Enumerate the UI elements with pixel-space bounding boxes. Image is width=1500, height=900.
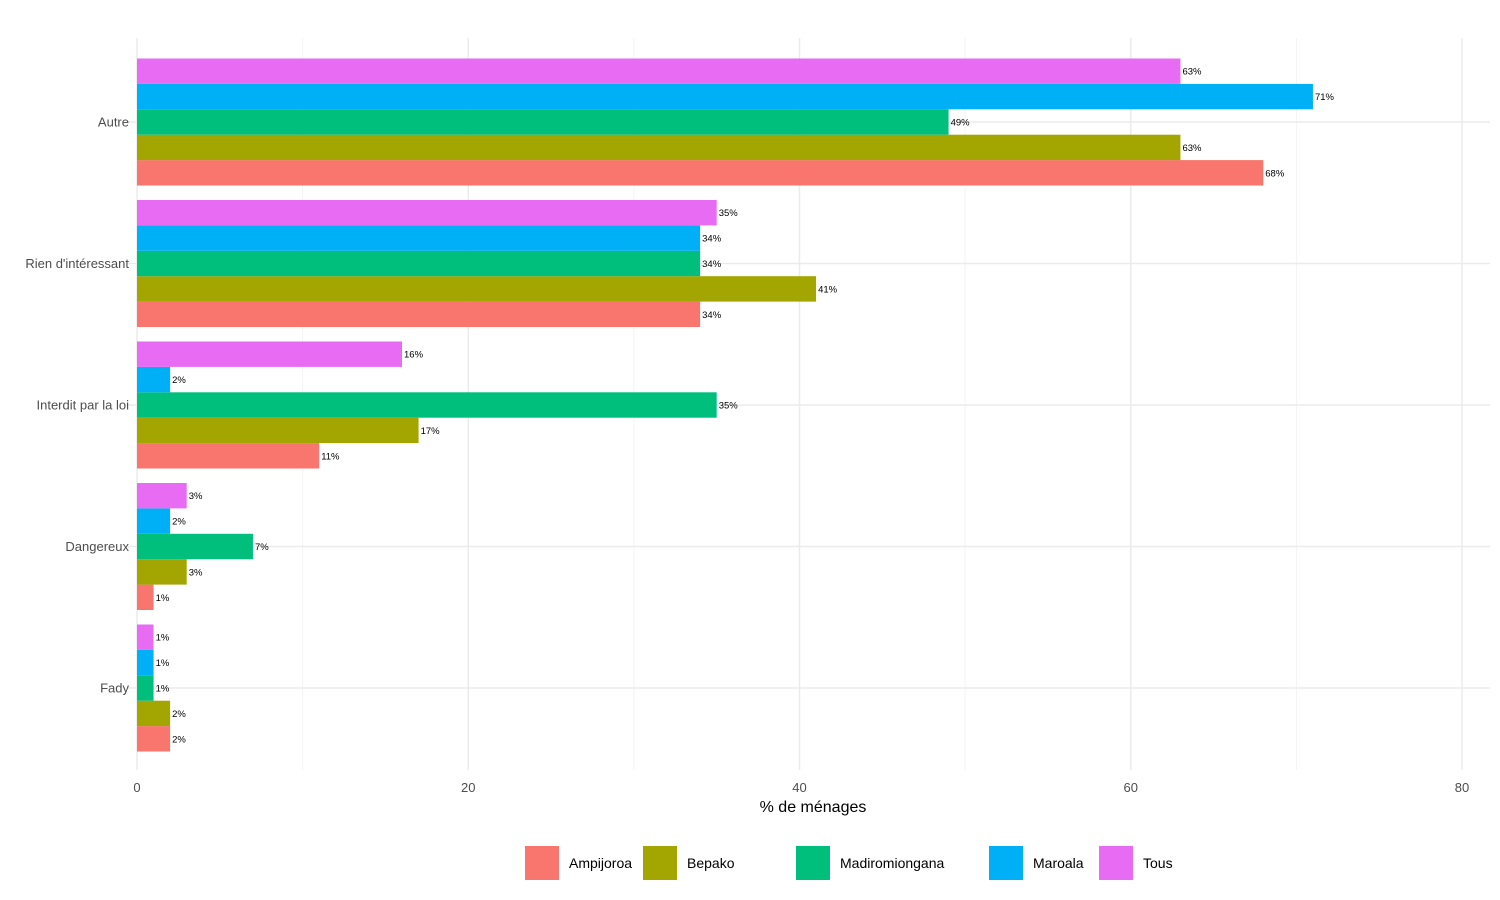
data-label: 11% <box>321 451 340 462</box>
data-label: 17% <box>421 426 441 437</box>
y-tick-label: Fady <box>100 681 129 696</box>
y-tick-label: Interdit par la loi <box>37 398 130 413</box>
bar-bepako <box>137 417 419 444</box>
legend-swatch-tous <box>1099 846 1133 880</box>
bar-tous <box>137 341 402 367</box>
bar-tous <box>137 624 154 650</box>
data-label: 2% <box>172 517 186 528</box>
data-label: 3% <box>189 491 203 502</box>
data-label: 63% <box>1182 143 1202 154</box>
bar-madiromiongana <box>137 533 253 560</box>
bars <box>137 58 1313 752</box>
bar-bepako <box>137 559 187 585</box>
legend-swatch-madiromiongana <box>796 846 830 880</box>
legend-label: Tous <box>1143 855 1173 871</box>
data-label: 41% <box>818 284 838 295</box>
bar-ampijoroa <box>137 584 154 610</box>
y-tick-label: Autre <box>98 115 129 130</box>
data-label: 3% <box>189 567 203 578</box>
legend-label: Madiromiongana <box>840 855 944 871</box>
x-tick-label: 80 <box>1455 780 1469 795</box>
bar-maroala <box>137 225 701 251</box>
x-axis-label: % de ménages <box>760 799 867 816</box>
data-label: 2% <box>172 734 186 745</box>
legend-label: Bepako <box>687 855 735 871</box>
legend-swatch-bepako <box>643 846 677 880</box>
legend: Ampijoroa Bepako Madiromiongana Maroala Tous <box>525 846 1173 880</box>
bar-madiromiongana <box>137 392 717 418</box>
y-tick-label: Dangereux <box>65 539 129 554</box>
legend-label: Maroala <box>1033 855 1084 871</box>
bar-madiromiongana <box>137 109 949 135</box>
data-label: 63% <box>1182 67 1202 78</box>
bar-bepako <box>137 134 1181 161</box>
data-label: 35% <box>719 208 739 219</box>
x-tick-label: 20 <box>461 780 475 795</box>
bar-madiromiongana <box>137 250 701 277</box>
bar-tous <box>137 483 187 509</box>
x-tick-label: 40 <box>792 780 806 795</box>
data-label: 2% <box>172 709 186 720</box>
bar-bepako <box>137 700 171 727</box>
legend-swatch-ampijoroa <box>525 846 559 880</box>
data-label: 16% <box>404 350 424 361</box>
data-label: 68% <box>1265 168 1285 179</box>
bar-ampijoroa <box>137 301 701 327</box>
y-tick-label: Rien d'intéressant <box>25 256 129 271</box>
data-label: 49% <box>951 118 971 129</box>
legend-label: Ampijoroa <box>569 855 632 871</box>
data-label: 34% <box>702 234 722 245</box>
bar-ampijoroa <box>137 160 1264 186</box>
bar-maroala <box>137 649 154 676</box>
x-axis-ticks: 0 20 40 60 80 <box>133 780 1469 795</box>
bar-bepako <box>137 276 817 302</box>
data-label: 7% <box>255 542 269 553</box>
bar-tous <box>137 58 1181 84</box>
data-label: 71% <box>1315 92 1335 103</box>
data-label: 1% <box>156 633 170 644</box>
bar-ampijoroa <box>137 726 171 752</box>
data-labels: 68% 63% 49% 71% 63% 34% 41% 34% 34% 35% 11% 17% 35% 2… <box>156 67 1335 746</box>
bar-maroala <box>137 83 1313 110</box>
legend-swatch-maroala <box>989 846 1023 880</box>
bar-madiromiongana <box>137 675 154 701</box>
bar-maroala <box>137 366 171 393</box>
data-label: 2% <box>172 375 186 386</box>
data-label: 1% <box>156 658 170 669</box>
data-label: 35% <box>719 401 739 412</box>
data-label: 34% <box>702 259 722 270</box>
y-axis-ticks: Autre Rien d'intéressant Interdit par la l… <box>25 115 129 696</box>
data-label: 1% <box>156 593 170 604</box>
x-tick-label: 60 <box>1124 780 1138 795</box>
bar-ampijoroa <box>137 443 320 469</box>
data-label: 34% <box>702 310 722 321</box>
data-label: 1% <box>156 684 170 695</box>
x-tick-label: 0 <box>133 780 140 795</box>
bar-maroala <box>137 508 171 534</box>
bar-tous <box>137 200 717 226</box>
